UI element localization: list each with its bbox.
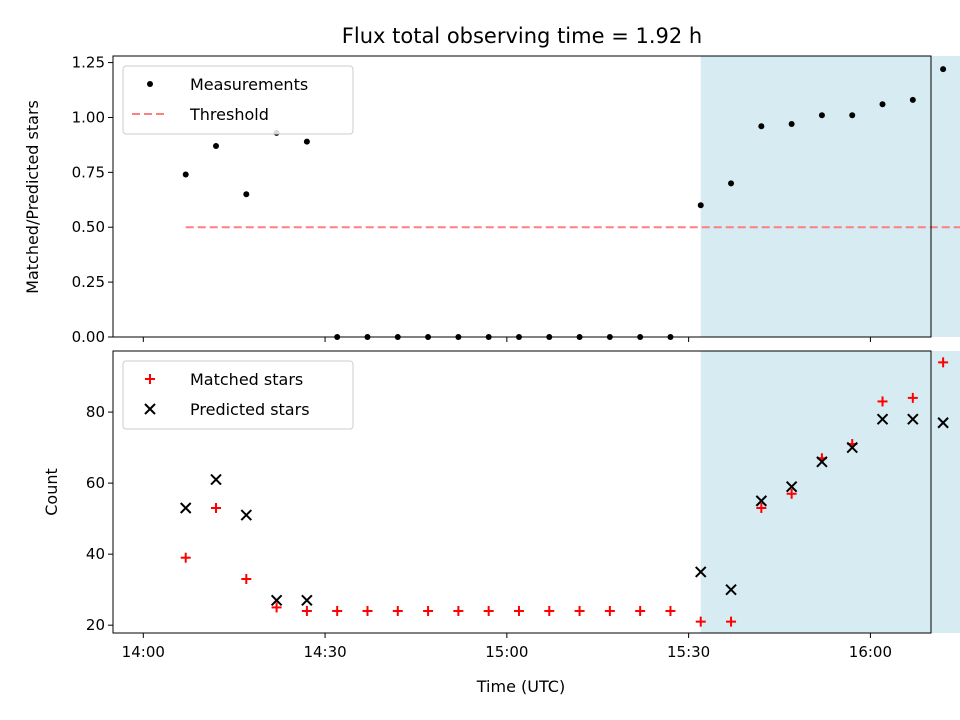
matched-stars-point [332, 605, 343, 616]
bottom-y-tick-label: 80 [86, 403, 105, 421]
matched-stars-point [453, 605, 464, 616]
top-y-tick-label: 1.25 [72, 54, 105, 72]
bottom-y-tick-label: 40 [86, 545, 105, 563]
chart-title: Flux total observing time = 1.92 h [342, 24, 702, 48]
matched-stars-legend-label: Matched stars [190, 370, 303, 389]
bottom-y-tick-label: 20 [86, 616, 105, 634]
matched-stars-point [362, 605, 373, 616]
measurements-point [758, 123, 765, 130]
predicted-stars-point [785, 480, 798, 493]
measurements-legend-label: Measurements [190, 75, 308, 94]
x-tick-label: 16:00 [849, 643, 892, 661]
matched-stars-point [665, 605, 676, 616]
top-y-tick-label: 0.00 [72, 328, 105, 346]
matched-stars-point [241, 574, 252, 585]
matched-stars-legend-swatch [145, 374, 155, 384]
bottom-y-axis-label: Count [42, 468, 61, 516]
matched-stars-point [726, 616, 737, 627]
top-y-tick-label: 0.25 [72, 273, 105, 291]
predicted-stars-point [301, 594, 313, 607]
bottom-y-tick-label: 60 [86, 474, 105, 492]
top-y-axis-label: Matched/Predicted stars [23, 100, 42, 294]
predicted-stars-point [270, 594, 283, 607]
top-y-tick-label: 0.50 [72, 218, 105, 236]
measurements-point [940, 66, 947, 73]
matched-stars-point [938, 357, 949, 368]
predicted-stars-point [755, 495, 768, 507]
measurements-point [182, 171, 189, 178]
x-axis-label: Time (UTC) [476, 677, 565, 696]
measurements-point [849, 112, 856, 119]
top-legend: Measurements Threshold [122, 65, 354, 135]
matched-stars-point [271, 602, 282, 613]
measurements-point [788, 121, 795, 128]
matched-stars-point [635, 605, 646, 616]
measurements-point [303, 138, 310, 145]
threshold-legend-label: Threshold [189, 105, 269, 124]
predicted-stars-point [937, 417, 949, 429]
matched-stars-point [786, 488, 797, 499]
top-y-tick-label: 1.00 [72, 108, 105, 126]
measurements-legend-swatch [147, 81, 153, 87]
x-tick-label: 14:30 [303, 643, 346, 661]
bottom-highlight-span [700, 351, 960, 633]
matched-stars-point [483, 605, 494, 616]
predicted-stars-point [846, 441, 858, 454]
x-tick-label: 15:30 [667, 643, 710, 661]
matched-stars-point [877, 396, 888, 407]
predicted-stars-point [240, 509, 253, 521]
measurements-point [213, 143, 220, 150]
matched-stars-point [392, 605, 403, 616]
predicted-stars-point [876, 413, 889, 425]
matched-stars-point [544, 605, 555, 616]
bottom-panel: 2040608014:0014:3015:0015:3016:0016:3017… [86, 350, 960, 661]
predicted-stars-point [907, 413, 919, 425]
x-tick-label: 14:00 [122, 643, 165, 661]
measurements-point [243, 191, 250, 198]
predicted-stars-point [725, 583, 737, 596]
top-legend-box [122, 65, 354, 135]
bottom-plot-frame [112, 350, 932, 634]
predicted-stars-legend-swatch [144, 403, 156, 415]
predicted-stars-point [180, 502, 192, 514]
measurements-point [818, 112, 825, 119]
top-y-tick-label: 0.75 [72, 163, 105, 181]
top-highlight-span [700, 56, 960, 337]
matched-stars-point [756, 502, 767, 513]
matched-stars-point [907, 392, 918, 403]
measurements-point [879, 101, 886, 108]
top-plot-frame [112, 55, 932, 338]
measurements-point [697, 202, 704, 209]
matched-stars-point [423, 605, 434, 616]
matched-stars-point [695, 616, 706, 627]
predicted-stars-point [816, 456, 828, 468]
bottom-legend-box [122, 360, 354, 430]
measurements-point [909, 96, 916, 103]
predicted-stars-point [695, 566, 707, 578]
matched-stars-point [211, 502, 222, 513]
predicted-stars-legend-label: Predicted stars [190, 400, 310, 419]
matched-stars-point [604, 605, 615, 616]
x-tick-label: 15:00 [485, 643, 528, 661]
matched-stars-point [574, 605, 585, 616]
top-panel: 0.00 0.25 0.50 0.75 1.00 1.25 Measurements Thre… [72, 54, 960, 346]
matched-stars-point [301, 605, 312, 616]
predicted-stars-point [210, 473, 222, 486]
measurements-point [728, 180, 735, 187]
bottom-legend: Matched stars Predicted stars [122, 360, 354, 430]
matched-stars-point [513, 605, 524, 616]
matched-stars-point [180, 552, 191, 563]
